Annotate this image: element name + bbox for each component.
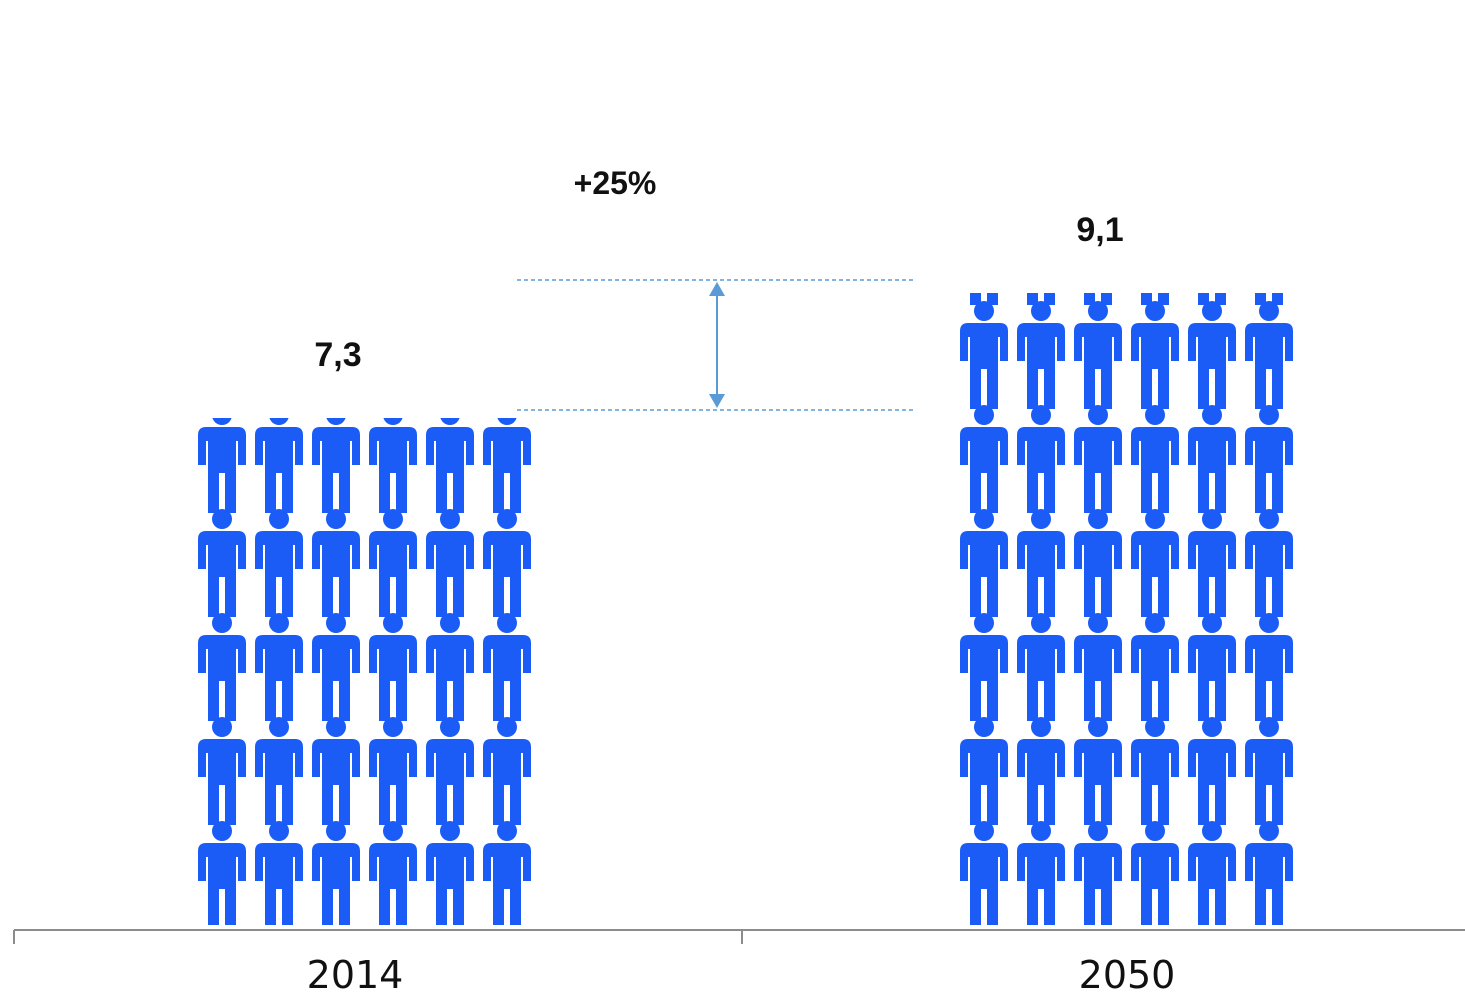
person-icon: [255, 418, 303, 513]
person-icon: [426, 509, 474, 617]
person-icon: [1017, 717, 1065, 825]
person-icon: [1074, 717, 1122, 825]
person-icon: [426, 717, 474, 825]
person-icon: [312, 717, 360, 825]
person-icon: [1188, 717, 1236, 825]
person-icon: [426, 613, 474, 721]
person-icon: [1245, 613, 1293, 721]
person-icon: [483, 418, 531, 513]
person-icon: [960, 293, 1008, 305]
value-label-2014: 7,3: [314, 336, 361, 374]
person-icon: [483, 717, 531, 825]
person-icon: [960, 717, 1008, 825]
person-icon: [1131, 293, 1179, 305]
person-icon: [1017, 821, 1065, 925]
person-icon: [1131, 301, 1179, 409]
person-icon: [960, 509, 1008, 617]
person-icon: [1245, 301, 1293, 409]
person-icon: [1074, 405, 1122, 513]
person-icon: [1074, 301, 1122, 409]
person-icon: [960, 613, 1008, 721]
person-icon: [1131, 405, 1179, 513]
person-icon: [1017, 301, 1065, 409]
arrow-up-icon: [709, 282, 725, 296]
person-icon: [1188, 509, 1236, 617]
person-icon: [1188, 293, 1236, 305]
person-icon: [198, 613, 246, 721]
person-icon: [1188, 301, 1236, 409]
person-icon: [255, 509, 303, 617]
person-icon: [1245, 405, 1293, 513]
person-icon: [198, 509, 246, 617]
person-icon: [198, 418, 246, 513]
person-icon: [960, 405, 1008, 513]
tick-label-2050: 2050: [1079, 953, 1176, 996]
person-icon: [1245, 293, 1293, 305]
person-icon: [1188, 405, 1236, 513]
person-icon: [483, 821, 531, 925]
person-icon: [312, 821, 360, 925]
person-icon: [1074, 821, 1122, 925]
person-icon: [1188, 821, 1236, 925]
person-icon: [312, 613, 360, 721]
person-icon: [369, 509, 417, 617]
person-icon: [1245, 821, 1293, 925]
person-icon: [1188, 613, 1236, 721]
person-icon: [312, 418, 360, 513]
person-icon: [255, 613, 303, 721]
person-icon: [1074, 613, 1122, 721]
person-icon: [483, 509, 531, 617]
person-icon: [1245, 717, 1293, 825]
person-icon: [369, 613, 417, 721]
bar-2014: [198, 418, 531, 925]
person-icon: [1017, 405, 1065, 513]
person-icon: [426, 821, 474, 925]
person-icon: [369, 717, 417, 825]
person-icon: [483, 613, 531, 721]
person-icon: [1245, 509, 1293, 617]
change-annotation: +25%: [517, 165, 916, 411]
person-icon: [1017, 509, 1065, 617]
x-axis: [13, 929, 1465, 944]
person-icon: [1131, 821, 1179, 925]
arrow-down-icon: [709, 394, 725, 409]
person-icon: [255, 717, 303, 825]
person-icon: [1074, 509, 1122, 617]
person-icon: [198, 717, 246, 825]
person-icon: [1131, 613, 1179, 721]
value-label-2050: 9,1: [1076, 211, 1123, 249]
tick-label-2014: 2014: [307, 953, 404, 996]
person-icon: [1017, 293, 1065, 305]
person-icon: [1131, 717, 1179, 825]
change-label: +25%: [574, 165, 657, 201]
person-icon: [312, 509, 360, 617]
person-icon: [960, 301, 1008, 409]
person-icon: [1017, 613, 1065, 721]
person-icon: [369, 418, 417, 513]
bars: [198, 293, 1293, 925]
person-icon: [198, 821, 246, 925]
person-icon: [1131, 509, 1179, 617]
person-icon: [960, 821, 1008, 925]
person-icon: [426, 418, 474, 513]
person-icon: [255, 821, 303, 925]
bar-2050: [960, 293, 1293, 925]
person-icon: [369, 821, 417, 925]
labels: 7,3 2014 9,1 2050: [307, 211, 1176, 996]
